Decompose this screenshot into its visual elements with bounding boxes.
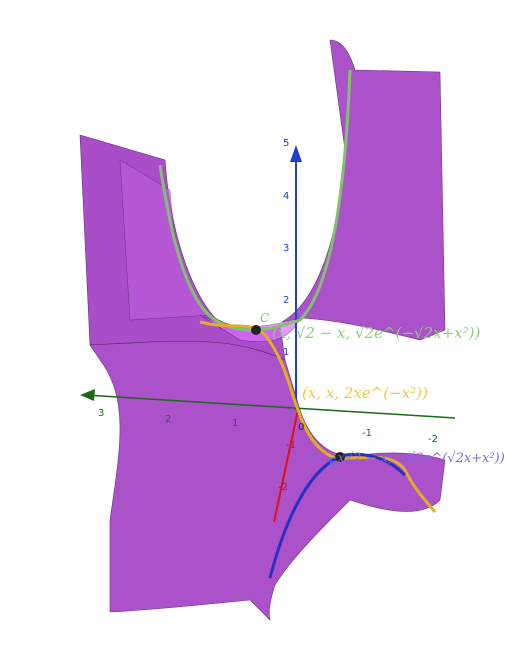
point-d bbox=[335, 452, 345, 462]
x-tick-label: 3 bbox=[98, 408, 104, 419]
point-label: D bbox=[327, 459, 338, 473]
green-curve bbox=[158, 69, 352, 332]
x-axis bbox=[84, 394, 456, 419]
curve-label: (x, x, 2xe^(−x²)) bbox=[302, 384, 428, 402]
z-tick-label: 2 bbox=[283, 295, 289, 306]
curves bbox=[158, 69, 437, 579]
z-tick-label: 4 bbox=[283, 191, 289, 202]
axes bbox=[80, 145, 456, 523]
x-tick-label: 1 bbox=[232, 418, 238, 429]
yellow-curve bbox=[199, 320, 437, 513]
z-tick-label: 3 bbox=[283, 243, 289, 254]
point-label: C bbox=[260, 311, 269, 325]
x-tick-label: -1 bbox=[362, 428, 372, 439]
origin-label: 0 bbox=[298, 422, 304, 433]
x-arrow bbox=[80, 389, 95, 401]
z-tick-label: 1 bbox=[283, 347, 289, 358]
point-c bbox=[251, 325, 261, 335]
y-axis bbox=[273, 409, 299, 523]
y-tick-label: -2 bbox=[278, 482, 288, 493]
curve-label: (x, −x√2 − x, −√2e^(√2x+x²)) bbox=[306, 451, 505, 466]
surface bbox=[79, 39, 446, 621]
y-tick-label: -1 bbox=[286, 440, 296, 451]
curve-label: (x, √2 − x, √2e^(−√2x+x²)) bbox=[272, 324, 480, 342]
x-tick-label: 2 bbox=[165, 414, 171, 425]
z-tick-label: 5 bbox=[283, 138, 289, 149]
z-arrow bbox=[290, 145, 302, 162]
x-tick-label: -2 bbox=[428, 434, 438, 445]
